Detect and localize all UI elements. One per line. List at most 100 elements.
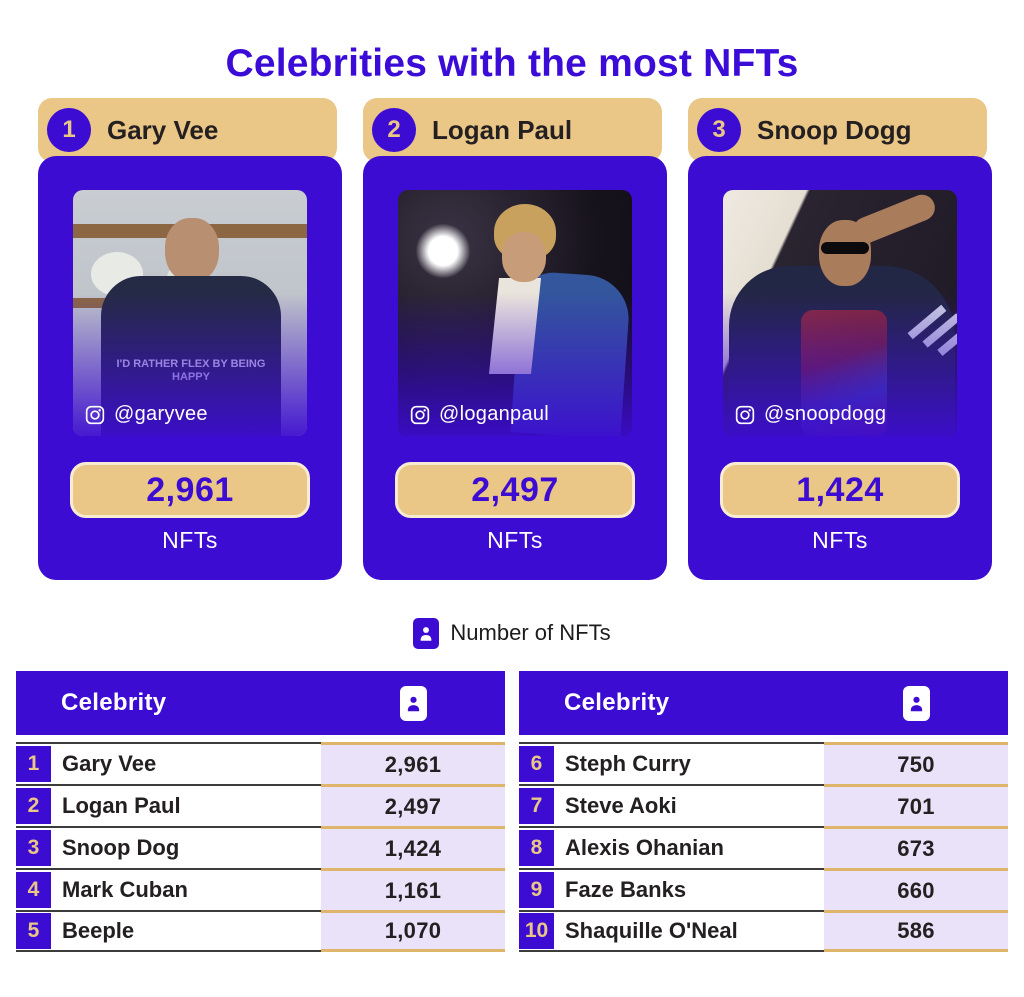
table-header: Celebrity (519, 671, 1008, 735)
celebrity-photo-snoop-dogg: @snoopdogg (723, 190, 957, 436)
table-header: Celebrity (16, 671, 505, 735)
celebrity-photo-gary-vee: I'D RATHER FLEX BY BEING HAPPY @garyvee (73, 190, 307, 436)
instagram-icon (735, 405, 755, 424)
rank-badge: 10 (519, 913, 554, 949)
nft-count-cell: 1,161 (321, 868, 505, 910)
person-badge-icon (902, 685, 930, 721)
celebrity-cell: 10 Shaquille O'Neal (519, 910, 824, 952)
nft-count-cell: 750 (824, 742, 1008, 784)
hoodie-text: I'D RATHER FLEX BY BEING HAPPY (116, 358, 266, 383)
table-row: 9 Faze Banks 660 (519, 868, 1008, 910)
handle-text: @garyvee (114, 403, 208, 425)
celebrity-cell: 4 Mark Cuban (16, 868, 321, 910)
handle-text: @snoopdogg (764, 403, 887, 425)
nft-count: 2,961 (146, 470, 234, 509)
rank-badge: 7 (519, 788, 554, 824)
column-header-nfts (321, 685, 505, 721)
table-row: 2 Logan Paul 2,497 (16, 784, 505, 826)
rank-badge: 1 (47, 108, 91, 152)
handle-text: @loganpaul (439, 403, 550, 425)
nft-count-cell: 2,497 (321, 784, 505, 826)
photo-decor (416, 224, 470, 278)
celebrity-photo-logan-paul: @loganpaul (398, 190, 632, 436)
celebrity-name: Logan Paul (62, 793, 181, 818)
card-header: 1 Gary Vee (38, 98, 337, 162)
page-title: Celebrities with the most NFTs (225, 42, 799, 85)
celebrity-name: Faze Banks (565, 877, 687, 902)
table-row: 4 Mark Cuban 1,161 (16, 868, 505, 910)
celebrity-cell: 9 Faze Banks (519, 868, 824, 910)
table-row: 1 Gary Vee 2,961 (16, 742, 505, 784)
celebrity-name: Alexis Ohanian (565, 835, 724, 860)
person-badge-icon (413, 617, 440, 649)
celebrity-name: Mark Cuban (62, 877, 188, 902)
nft-count-cell: 1,070 (321, 910, 505, 952)
celebrity-name: Gary Vee (62, 751, 157, 776)
column-header-celebrity: Celebrity (61, 689, 167, 716)
photo-decor (73, 298, 143, 308)
table-row: 3 Snoop Dog 1,424 (16, 826, 505, 868)
nft-count-cell: 2,961 (321, 742, 505, 784)
celebrity-cell: 7 Steve Aoki (519, 784, 824, 826)
instagram-handle: @loganpaul (410, 403, 549, 426)
celebrity-cell: 1 Gary Vee (16, 742, 321, 784)
photo-decor (488, 278, 542, 374)
nft-count-cell: 1,424 (321, 826, 505, 868)
nft-count-pill: 2,497 (395, 462, 635, 518)
celebrity-cell: 6 Steph Curry (519, 742, 824, 784)
nft-count: 2,497 (471, 470, 559, 509)
celebrity-cell: 8 Alexis Ohanian (519, 826, 824, 868)
rank-badge: 1 (16, 746, 51, 782)
photo-decor (502, 232, 546, 282)
instagram-handle: @snoopdogg (735, 403, 886, 426)
card-logan-paul: 2 Logan Paul @loganpaul 2,497 NFTs (363, 98, 667, 580)
celebrity-name: Logan Paul (432, 114, 573, 145)
card-body: I'D RATHER FLEX BY BEING HAPPY @garyvee … (38, 156, 342, 580)
column-header-nfts (824, 685, 1008, 721)
nft-unit-label: NFTs (162, 527, 218, 553)
nft-unit-label: NFTs (812, 527, 868, 553)
nft-count-pill: 2,961 (70, 462, 310, 518)
nft-count-cell: 673 (824, 826, 1008, 868)
nft-count-pill: 1,424 (720, 462, 960, 518)
table-row: 6 Steph Curry 750 (519, 742, 1008, 784)
rank-badge: 3 (16, 830, 51, 866)
rank-badge: 6 (519, 746, 554, 782)
legend: Number of NFTs (0, 617, 1024, 649)
table-row: 5 Beeple 1,070 (16, 910, 505, 952)
photo-decor (907, 304, 947, 340)
celebrity-name: Gary Vee (107, 114, 219, 145)
person-badge-icon (399, 685, 427, 721)
column-header-celebrity: Celebrity (564, 689, 670, 716)
rank-badge: 5 (16, 913, 51, 949)
top3-cards: 1 Gary Vee I'D RATHER FLEX BY BEING HAPP… (0, 98, 1024, 580)
table-row: 7 Steve Aoki 701 (519, 784, 1008, 826)
instagram-icon (85, 405, 105, 424)
nft-unit-label: NFTs (487, 527, 543, 553)
instagram-handle: @garyvee (85, 403, 208, 426)
nft-count-cell: 660 (824, 868, 1008, 910)
card-header: 2 Logan Paul (363, 98, 662, 162)
table-row: 8 Alexis Ohanian 673 (519, 826, 1008, 868)
celebrity-name: Snoop Dogg (757, 114, 912, 145)
celebrity-name: Steve Aoki (565, 793, 677, 818)
ranking-tables: Celebrity 1 Gary Vee 2,961 2 Logan Paul … (0, 671, 1024, 952)
card-snoop-dogg: 3 Snoop Dogg @snoopdogg 1,424 NFTs (688, 98, 992, 580)
celebrity-name: Shaquille O'Neal (565, 918, 738, 943)
celebrity-name: Snoop Dog (62, 835, 180, 860)
card-body: @snoopdogg 1,424 NFTs (688, 156, 992, 580)
card-header: 3 Snoop Dogg (688, 98, 987, 162)
rank-badge: 4 (16, 872, 51, 908)
nft-count: 1,424 (796, 470, 884, 509)
header: Celebrities with the most NFTs (0, 0, 1024, 98)
card-gary-vee: 1 Gary Vee I'D RATHER FLEX BY BEING HAPP… (38, 98, 342, 580)
rank-badge: 9 (519, 872, 554, 908)
rank-badge: 8 (519, 830, 554, 866)
table-row: 10 Shaquille O'Neal 586 (519, 910, 1008, 952)
rank-badge: 2 (16, 788, 51, 824)
celebrity-name: Beeple (62, 918, 135, 943)
celebrity-cell: 3 Snoop Dog (16, 826, 321, 868)
instagram-icon (410, 405, 430, 424)
rank-badge: 2 (372, 108, 416, 152)
celebrity-name: Steph Curry (565, 751, 691, 776)
